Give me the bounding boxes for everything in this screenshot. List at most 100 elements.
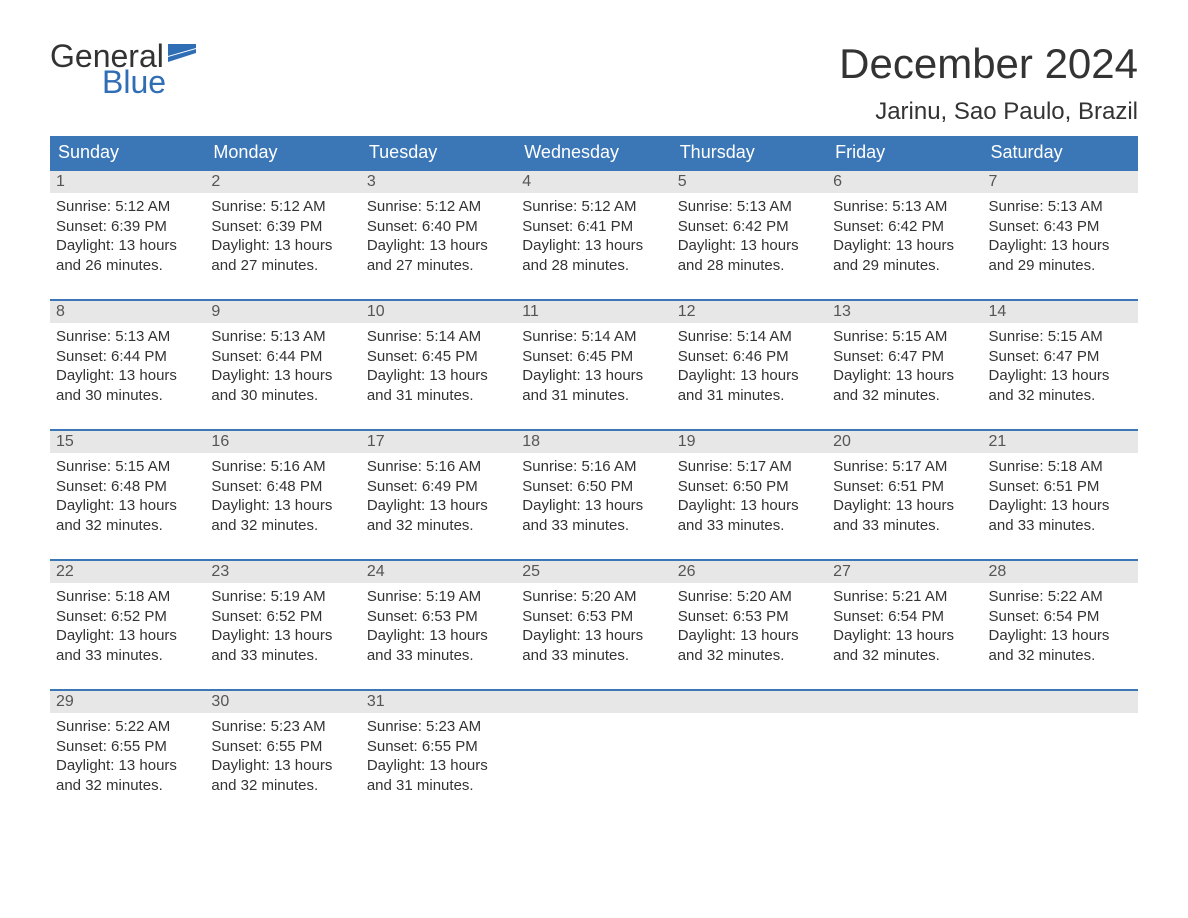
day-number: 12 [672,301,827,323]
calendar-cell: 6Sunrise: 5:13 AMSunset: 6:42 PMDaylight… [827,171,982,281]
day-details: Sunrise: 5:15 AMSunset: 6:47 PMDaylight:… [827,323,982,409]
calendar-cell: 26Sunrise: 5:20 AMSunset: 6:53 PMDayligh… [672,561,827,671]
day-header: Monday [205,136,360,169]
day-header: Tuesday [361,136,516,169]
day-number: 1 [50,171,205,193]
calendar-cell: 27Sunrise: 5:21 AMSunset: 6:54 PMDayligh… [827,561,982,671]
day-number: 19 [672,431,827,453]
calendar-cell: 23Sunrise: 5:19 AMSunset: 6:52 PMDayligh… [205,561,360,671]
calendar-week: 1Sunrise: 5:12 AMSunset: 6:39 PMDaylight… [50,169,1138,281]
calendar-week: 8Sunrise: 5:13 AMSunset: 6:44 PMDaylight… [50,299,1138,411]
day-details: Sunrise: 5:13 AMSunset: 6:43 PMDaylight:… [983,193,1138,279]
calendar-cell: 3Sunrise: 5:12 AMSunset: 6:40 PMDaylight… [361,171,516,281]
day-number: 3 [361,171,516,193]
calendar-cell: 19Sunrise: 5:17 AMSunset: 6:50 PMDayligh… [672,431,827,541]
calendar-cell [516,691,671,801]
day-number: 25 [516,561,671,583]
day-details: Sunrise: 5:17 AMSunset: 6:50 PMDaylight:… [672,453,827,539]
day-details: Sunrise: 5:18 AMSunset: 6:52 PMDaylight:… [50,583,205,669]
day-details: Sunrise: 5:14 AMSunset: 6:45 PMDaylight:… [516,323,671,409]
day-number: 13 [827,301,982,323]
calendar-cell: 5Sunrise: 5:13 AMSunset: 6:42 PMDaylight… [672,171,827,281]
calendar-cell: 7Sunrise: 5:13 AMSunset: 6:43 PMDaylight… [983,171,1138,281]
location: Jarinu, Sao Paulo, Brazil [839,98,1138,126]
day-number [983,691,1138,713]
calendar-cell: 8Sunrise: 5:13 AMSunset: 6:44 PMDaylight… [50,301,205,411]
day-number [827,691,982,713]
day-details: Sunrise: 5:13 AMSunset: 6:44 PMDaylight:… [50,323,205,409]
day-number: 16 [205,431,360,453]
day-number [672,691,827,713]
calendar-cell [983,691,1138,801]
day-details: Sunrise: 5:16 AMSunset: 6:48 PMDaylight:… [205,453,360,539]
calendar-cell: 12Sunrise: 5:14 AMSunset: 6:46 PMDayligh… [672,301,827,411]
day-header: Friday [827,136,982,169]
day-header-row: Sunday Monday Tuesday Wednesday Thursday… [50,136,1138,169]
flag-icon [168,44,196,66]
day-number: 4 [516,171,671,193]
day-number: 9 [205,301,360,323]
calendar-cell: 4Sunrise: 5:12 AMSunset: 6:41 PMDaylight… [516,171,671,281]
calendar-cell: 28Sunrise: 5:22 AMSunset: 6:54 PMDayligh… [983,561,1138,671]
day-details: Sunrise: 5:18 AMSunset: 6:51 PMDaylight:… [983,453,1138,539]
day-number: 11 [516,301,671,323]
day-details: Sunrise: 5:12 AMSunset: 6:39 PMDaylight:… [205,193,360,279]
calendar-cell: 14Sunrise: 5:15 AMSunset: 6:47 PMDayligh… [983,301,1138,411]
day-details: Sunrise: 5:19 AMSunset: 6:52 PMDaylight:… [205,583,360,669]
calendar-cell [672,691,827,801]
day-details: Sunrise: 5:23 AMSunset: 6:55 PMDaylight:… [205,713,360,799]
calendar-week: 15Sunrise: 5:15 AMSunset: 6:48 PMDayligh… [50,429,1138,541]
calendar-week: 22Sunrise: 5:18 AMSunset: 6:52 PMDayligh… [50,559,1138,671]
day-number: 2 [205,171,360,193]
day-number: 31 [361,691,516,713]
calendar-cell: 20Sunrise: 5:17 AMSunset: 6:51 PMDayligh… [827,431,982,541]
day-number: 14 [983,301,1138,323]
day-number: 17 [361,431,516,453]
calendar-cell: 16Sunrise: 5:16 AMSunset: 6:48 PMDayligh… [205,431,360,541]
header: General Blue December 2024 Jarinu, Sao P… [50,40,1138,126]
day-details: Sunrise: 5:22 AMSunset: 6:55 PMDaylight:… [50,713,205,799]
day-details: Sunrise: 5:13 AMSunset: 6:44 PMDaylight:… [205,323,360,409]
day-number: 10 [361,301,516,323]
day-number: 29 [50,691,205,713]
calendar-cell: 11Sunrise: 5:14 AMSunset: 6:45 PMDayligh… [516,301,671,411]
day-details: Sunrise: 5:12 AMSunset: 6:41 PMDaylight:… [516,193,671,279]
day-number: 7 [983,171,1138,193]
day-number: 28 [983,561,1138,583]
calendar-cell: 17Sunrise: 5:16 AMSunset: 6:49 PMDayligh… [361,431,516,541]
day-number: 21 [983,431,1138,453]
day-details: Sunrise: 5:23 AMSunset: 6:55 PMDaylight:… [361,713,516,799]
day-number: 8 [50,301,205,323]
day-number: 30 [205,691,360,713]
day-details: Sunrise: 5:12 AMSunset: 6:40 PMDaylight:… [361,193,516,279]
day-number: 6 [827,171,982,193]
day-number: 20 [827,431,982,453]
day-details: Sunrise: 5:22 AMSunset: 6:54 PMDaylight:… [983,583,1138,669]
calendar-cell: 25Sunrise: 5:20 AMSunset: 6:53 PMDayligh… [516,561,671,671]
day-number: 24 [361,561,516,583]
day-header: Saturday [983,136,1138,169]
day-number: 18 [516,431,671,453]
day-header: Sunday [50,136,205,169]
calendar-cell: 30Sunrise: 5:23 AMSunset: 6:55 PMDayligh… [205,691,360,801]
calendar-cell: 22Sunrise: 5:18 AMSunset: 6:52 PMDayligh… [50,561,205,671]
calendar-cell: 29Sunrise: 5:22 AMSunset: 6:55 PMDayligh… [50,691,205,801]
day-details: Sunrise: 5:19 AMSunset: 6:53 PMDaylight:… [361,583,516,669]
day-details: Sunrise: 5:15 AMSunset: 6:48 PMDaylight:… [50,453,205,539]
calendar: Sunday Monday Tuesday Wednesday Thursday… [50,136,1138,801]
day-details: Sunrise: 5:14 AMSunset: 6:45 PMDaylight:… [361,323,516,409]
day-details: Sunrise: 5:20 AMSunset: 6:53 PMDaylight:… [516,583,671,669]
calendar-cell: 31Sunrise: 5:23 AMSunset: 6:55 PMDayligh… [361,691,516,801]
calendar-cell: 10Sunrise: 5:14 AMSunset: 6:45 PMDayligh… [361,301,516,411]
day-details: Sunrise: 5:12 AMSunset: 6:39 PMDaylight:… [50,193,205,279]
day-details: Sunrise: 5:15 AMSunset: 6:47 PMDaylight:… [983,323,1138,409]
logo-text-blue: Blue [102,66,196,98]
day-header: Wednesday [516,136,671,169]
calendar-cell [827,691,982,801]
day-number [516,691,671,713]
calendar-cell: 2Sunrise: 5:12 AMSunset: 6:39 PMDaylight… [205,171,360,281]
calendar-week: 29Sunrise: 5:22 AMSunset: 6:55 PMDayligh… [50,689,1138,801]
day-number: 5 [672,171,827,193]
month-title: December 2024 [839,40,1138,88]
day-details: Sunrise: 5:21 AMSunset: 6:54 PMDaylight:… [827,583,982,669]
